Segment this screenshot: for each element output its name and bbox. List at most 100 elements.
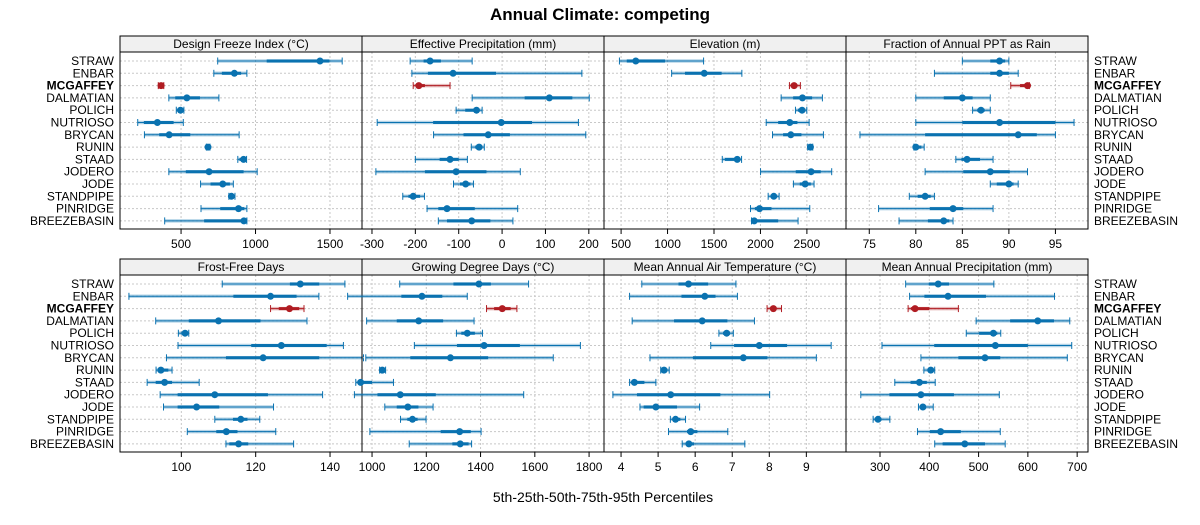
site-interval — [912, 143, 925, 151]
site-interval — [924, 168, 1028, 176]
x-tick-label: 80 — [909, 237, 923, 251]
median-point — [153, 119, 161, 126]
site-interval — [934, 440, 1006, 448]
site-interval — [641, 280, 737, 288]
site-interval — [270, 305, 305, 313]
site-label-right: BRYCAN — [1094, 128, 1144, 142]
site-label-left: NUTRIOSO — [51, 116, 114, 130]
median-point — [237, 415, 245, 423]
median-point — [296, 280, 304, 288]
site-interval — [933, 69, 1019, 77]
median-point — [698, 317, 706, 325]
x-tick-label: -100 — [447, 237, 471, 251]
site-label-right: JODERO — [1094, 165, 1144, 179]
x-tick-label: 120 — [246, 460, 266, 474]
site-label-left: STAAD — [75, 375, 114, 389]
site-interval — [878, 205, 994, 213]
site-interval — [915, 119, 1075, 126]
site-interval — [470, 143, 485, 151]
median-point — [1024, 82, 1031, 90]
panel: Mean Annual Air Temperature (°C) 4 5 6 7 8 9 — [603, 258, 847, 474]
median-point — [733, 155, 741, 163]
median-point — [770, 192, 778, 200]
median-point — [996, 69, 1004, 77]
median-point — [940, 217, 948, 225]
site-interval — [908, 192, 935, 200]
site-interval — [471, 94, 590, 102]
site-interval — [155, 317, 308, 325]
median-point — [452, 168, 460, 176]
median-point — [426, 57, 434, 65]
site-label-right: POLICH — [1094, 326, 1139, 340]
site-interval — [766, 305, 783, 313]
site-label-left: POLICH — [69, 103, 114, 117]
site-interval — [631, 317, 755, 325]
site-interval — [366, 317, 475, 325]
site-interval — [227, 192, 236, 200]
median-point — [415, 82, 423, 90]
panel-title: Growing Degree Days (°C) — [412, 260, 555, 274]
median-point — [157, 366, 165, 374]
median-point — [408, 415, 416, 423]
site-label-right: BREEZEBASIN — [1094, 214, 1178, 228]
median-point — [183, 94, 191, 102]
site-interval — [453, 180, 474, 188]
site-label-right: JODE — [1094, 400, 1126, 414]
panel-frame — [845, 51, 1089, 230]
panel-frame — [119, 51, 363, 230]
x-tick-label: 400 — [919, 460, 939, 474]
site-interval — [767, 192, 780, 200]
median-point — [989, 329, 997, 337]
median-point — [660, 366, 668, 374]
panel: Fraction of Annual PPT as Rain 75 80 85 90 95 — [845, 35, 1089, 251]
median-point — [915, 378, 923, 386]
site-interval — [347, 292, 468, 300]
site-interval — [412, 82, 451, 90]
site-label-right: ENBAR — [1094, 289, 1136, 303]
x-tick-label: 1800 — [576, 460, 603, 474]
median-point — [418, 292, 426, 300]
site-interval — [437, 217, 514, 225]
site-interval — [612, 391, 771, 399]
site-interval — [881, 342, 1073, 349]
x-tick-label: 1000 — [242, 237, 269, 251]
site-interval — [164, 217, 248, 225]
median-point — [404, 403, 412, 411]
site-label-right: ENBAR — [1094, 66, 1136, 80]
panel: Effective Precipitation (mm) -300 -200 -100… — [360, 35, 605, 251]
median-point — [921, 192, 929, 200]
site-interval — [989, 180, 1019, 188]
median-point — [700, 69, 708, 77]
median-point — [944, 292, 952, 300]
site-interval — [721, 155, 743, 163]
median-point — [787, 131, 795, 139]
median-point — [456, 428, 464, 436]
site-interval — [177, 342, 344, 349]
x-tick-label: 2500 — [794, 237, 821, 251]
median-point — [468, 217, 476, 225]
panel-frame — [603, 51, 847, 230]
site-label-right: STANDPIPE — [1094, 412, 1161, 426]
site-interval — [137, 119, 184, 126]
site-interval — [214, 415, 261, 423]
site-interval — [369, 428, 482, 436]
site-interval — [155, 366, 173, 374]
panel-title: Frost-Free Days — [198, 260, 285, 274]
median-point — [807, 168, 815, 176]
site-interval — [402, 192, 425, 200]
site-interval — [660, 366, 670, 374]
x-tick-label: 9 — [803, 460, 810, 474]
median-point — [165, 131, 173, 139]
median-point — [630, 378, 638, 386]
median-point — [961, 440, 969, 448]
panel: Frost-Free Days 100 120 140 — [119, 258, 364, 474]
site-interval — [204, 143, 212, 151]
median-point — [1034, 317, 1042, 325]
median-point — [981, 354, 989, 362]
x-tick-label: 1500 — [317, 237, 344, 251]
site-interval — [353, 391, 525, 399]
median-point — [1005, 180, 1013, 188]
median-point — [786, 119, 794, 126]
x-tick-label: 1000 — [654, 237, 681, 251]
